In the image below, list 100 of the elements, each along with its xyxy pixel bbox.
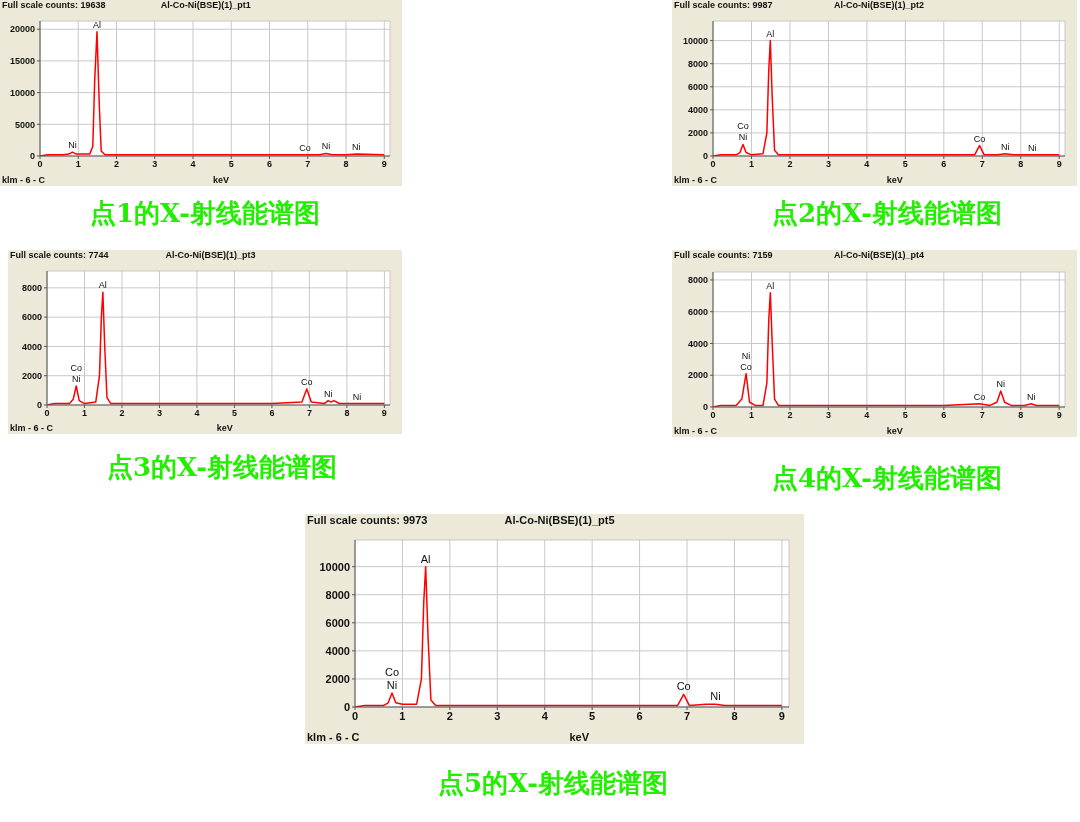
x-tick-label: 1	[75, 159, 81, 170]
chart-title: Al-Co-Ni(BSE)(1)_pt3	[165, 250, 256, 260]
x-tick-label: 5	[231, 408, 237, 419]
y-tick-label: 0	[702, 151, 708, 162]
x-tick-label: 8	[731, 709, 738, 722]
x-tick-label: 7	[305, 159, 311, 170]
x-tick-label: 4	[864, 410, 870, 421]
x-tick-label: 6	[636, 709, 643, 722]
y-tick-label: 4000	[687, 338, 708, 349]
x-axis-title: keV	[886, 175, 903, 185]
x-tick-label: 4	[190, 159, 196, 170]
annotation: Ni	[71, 373, 81, 384]
y-tick-label: 2000	[325, 672, 350, 685]
y-tick-label: 15000	[9, 56, 35, 67]
annotation: Co	[676, 680, 691, 693]
y-tick-label: 8000	[687, 58, 708, 69]
annotation: Ni	[68, 140, 77, 151]
x-tick-label: 8	[1018, 410, 1024, 421]
annotation: Co	[384, 665, 400, 678]
x-tick-label: 6	[269, 408, 275, 419]
x-tick-label: 8	[343, 159, 349, 170]
x-tick-label: 7	[979, 159, 985, 170]
annotation: Co	[70, 362, 82, 373]
x-tick-label: 7	[979, 410, 985, 421]
y-tick-label: 5000	[14, 119, 35, 130]
chart-subtitle: Full scale counts: 7159	[674, 250, 773, 260]
x-tick-label: 8	[344, 408, 350, 419]
annotation: Ni	[996, 379, 1006, 390]
annotation: Ni	[386, 678, 398, 691]
text: 点1的X-射线能谱图	[88, 197, 322, 230]
chart-title: Al-Co-Ni(BSE)(1)_pt1	[160, 0, 251, 10]
text: 点5的X-射线能谱图	[436, 767, 670, 800]
y-tick-label: 6000	[21, 312, 42, 323]
x-tick-label: 8	[1018, 159, 1024, 170]
x-tick-label: 9	[381, 159, 387, 170]
y-tick-label: 10000	[682, 35, 708, 46]
x-tick-label: 3	[156, 408, 162, 419]
annotation: Ni	[1026, 391, 1036, 402]
annotation: Co	[737, 121, 749, 132]
x-tick-label: 6	[941, 410, 947, 421]
annotation: Co	[299, 142, 311, 153]
y-tick-label: 0	[343, 700, 350, 713]
x-tick-label: 1	[81, 408, 87, 419]
annotation: Ni	[738, 132, 748, 143]
text: 点4的X-射线能谱图	[770, 462, 1004, 495]
y-tick-label: 8000	[687, 275, 708, 286]
annotation: Co	[301, 376, 313, 387]
y-tick-label: 2000	[687, 128, 708, 139]
x-tick-label: 7	[306, 408, 312, 419]
x-tick-label: 5	[902, 410, 908, 421]
annotation: Al	[766, 28, 775, 39]
x-tick-label: 0	[351, 709, 359, 722]
x-tick-label: 7	[683, 709, 691, 722]
annotation: Ni	[710, 690, 721, 703]
y-tick-label: 0	[29, 151, 35, 162]
annotation: Al	[766, 280, 775, 291]
x-tick-label: 3	[825, 159, 831, 170]
y-tick-label: 6000	[325, 616, 350, 629]
annotation: Al	[98, 280, 107, 291]
x-tick-label: 9	[381, 408, 387, 419]
x-tick-label: 2	[119, 408, 125, 419]
annotation: Al	[420, 552, 431, 565]
annotation: Co	[973, 133, 986, 144]
text: klm - 6 - C	[10, 423, 54, 433]
text: klm - 6 - C	[307, 731, 360, 743]
chart-subtitle: Full scale counts: 19638	[2, 0, 106, 10]
x-tick-label: 5	[589, 709, 596, 722]
x-tick-label: 0	[710, 159, 716, 170]
y-tick-label: 20000	[9, 24, 35, 35]
x-tick-label: 2	[787, 410, 793, 421]
x-tick-label: 2	[113, 159, 120, 170]
y-tick-label: 2000	[687, 370, 708, 381]
annotation: Co	[973, 391, 986, 402]
annotation: Co	[740, 361, 752, 372]
y-tick-label: 6000	[687, 81, 708, 92]
text: 点2的X-射线能谱图	[770, 197, 1004, 230]
x-tick-label: 9	[778, 709, 785, 722]
text: klm - 6 - C	[674, 175, 718, 185]
x-tick-label: 4	[194, 408, 200, 419]
x-tick-label: 1	[748, 159, 754, 170]
x-tick-label: 5	[228, 159, 234, 170]
line-series	[713, 291, 1060, 407]
text: klm - 6 - C	[674, 426, 718, 436]
y-tick-label: 2000	[21, 370, 42, 381]
y-tick-label: 8000	[325, 588, 350, 601]
text: 点3的X-射线能谱图	[105, 451, 339, 484]
x-tick-label: 4	[864, 159, 870, 170]
annotation: Ni	[741, 350, 751, 361]
text: klm - 6 - C	[2, 175, 46, 185]
x-tick-label: 6	[267, 159, 273, 170]
x-tick-label: 9	[1056, 410, 1062, 421]
annotation: Ni	[1028, 142, 1037, 153]
chart-subtitle: Full scale counts: 9987	[674, 0, 773, 10]
x-axis-title: keV	[886, 426, 903, 436]
y-tick-label: 4000	[325, 644, 350, 657]
x-tick-label: 0	[44, 408, 50, 419]
y-tick-label: 4000	[21, 341, 42, 352]
y-tick-label: 8000	[21, 283, 42, 294]
x-axis-title: keV	[216, 423, 233, 433]
x-tick-label: 1	[399, 709, 406, 722]
